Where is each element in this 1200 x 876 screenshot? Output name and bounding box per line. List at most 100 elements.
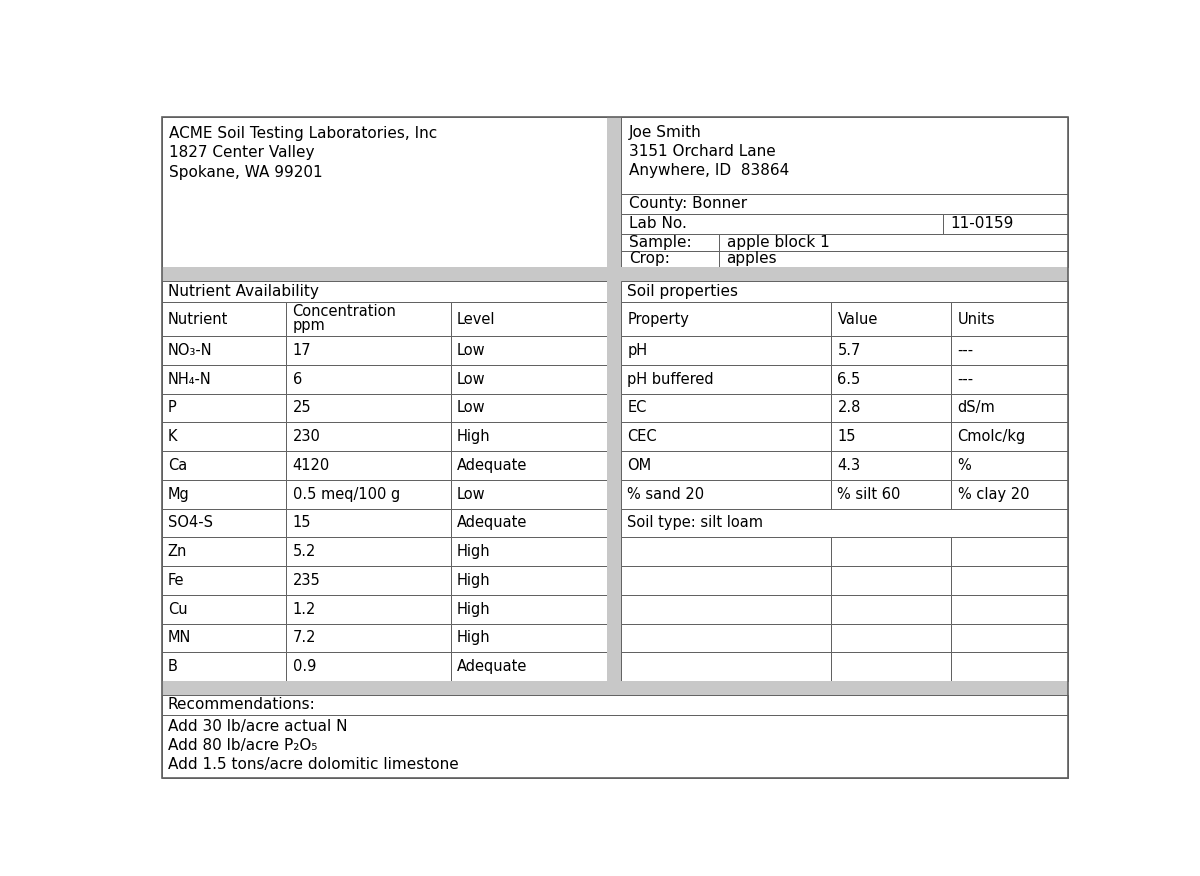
Text: 230: 230 — [293, 429, 320, 444]
Text: High: High — [457, 429, 491, 444]
Bar — [451, 509, 607, 537]
Bar — [162, 365, 287, 393]
Bar — [832, 302, 952, 336]
Text: Value: Value — [838, 312, 878, 327]
Bar — [451, 336, 607, 365]
Text: NO₃-N: NO₃-N — [168, 343, 212, 358]
Bar — [622, 422, 832, 451]
Text: Joe Smith: Joe Smith — [629, 124, 702, 139]
Bar — [162, 695, 1068, 715]
Text: Property: Property — [628, 312, 689, 327]
Text: Recommendations:: Recommendations: — [168, 697, 316, 712]
Text: Adequate: Adequate — [457, 660, 527, 675]
Bar — [287, 480, 451, 509]
Bar — [832, 537, 952, 566]
Text: P: P — [168, 400, 176, 415]
Text: 4.3: 4.3 — [838, 458, 860, 473]
Text: High: High — [457, 602, 491, 617]
Text: Soil type: silt loam: Soil type: silt loam — [628, 515, 763, 531]
Bar — [832, 595, 952, 624]
Bar — [952, 653, 1068, 681]
Bar — [719, 251, 1068, 267]
Bar — [952, 624, 1068, 653]
Bar — [451, 393, 607, 422]
Bar — [952, 393, 1068, 422]
Text: 1827 Center Valley: 1827 Center Valley — [169, 145, 314, 160]
Text: %: % — [958, 458, 971, 473]
Bar — [622, 566, 832, 595]
Text: OM: OM — [628, 458, 652, 473]
Bar — [451, 624, 607, 653]
Text: Crop:: Crop: — [629, 251, 670, 266]
Bar — [622, 480, 832, 509]
Text: MN: MN — [168, 631, 191, 646]
Text: 5.7: 5.7 — [838, 343, 860, 358]
Bar — [952, 537, 1068, 566]
Text: B: B — [168, 660, 178, 675]
Text: Cmolc/kg: Cmolc/kg — [958, 429, 1026, 444]
Bar — [287, 365, 451, 393]
Bar — [451, 302, 607, 336]
Bar — [952, 595, 1068, 624]
Bar — [952, 302, 1068, 336]
Text: 0.5 meq/100 g: 0.5 meq/100 g — [293, 487, 400, 502]
Bar — [451, 365, 607, 393]
Text: Soil properties: Soil properties — [628, 284, 738, 299]
Text: Ca: Ca — [168, 458, 187, 473]
Bar — [162, 280, 607, 302]
Bar — [832, 422, 952, 451]
Bar — [162, 117, 607, 267]
Text: 7.2: 7.2 — [293, 631, 316, 646]
Text: Spokane, WA 99201: Spokane, WA 99201 — [169, 165, 323, 180]
Bar — [162, 393, 287, 422]
Bar — [952, 480, 1068, 509]
Bar — [952, 336, 1068, 365]
Bar — [719, 234, 1068, 251]
Text: Adequate: Adequate — [457, 458, 527, 473]
Text: 6.5: 6.5 — [838, 371, 860, 386]
Bar — [607, 117, 622, 267]
Text: Add 80 lb/acre P₂O₅: Add 80 lb/acre P₂O₅ — [168, 738, 317, 753]
Text: 5.2: 5.2 — [293, 544, 316, 559]
Text: pH buffered: pH buffered — [628, 371, 714, 386]
Text: 15: 15 — [293, 515, 311, 531]
Text: ppm: ppm — [293, 318, 325, 333]
Text: 6: 6 — [293, 371, 302, 386]
Bar — [622, 653, 832, 681]
Bar — [451, 422, 607, 451]
Bar — [607, 280, 622, 681]
Text: % clay 20: % clay 20 — [958, 487, 1030, 502]
Bar — [287, 509, 451, 537]
Bar — [952, 365, 1068, 393]
Bar — [943, 214, 1068, 234]
Bar — [832, 480, 952, 509]
Bar — [451, 566, 607, 595]
Bar — [287, 336, 451, 365]
Text: % sand 20: % sand 20 — [628, 487, 704, 502]
Text: dS/m: dS/m — [958, 400, 995, 415]
Text: 235: 235 — [293, 573, 320, 588]
Text: Zn: Zn — [168, 544, 187, 559]
Bar — [287, 595, 451, 624]
Bar — [952, 566, 1068, 595]
Bar — [162, 422, 287, 451]
Bar — [622, 117, 1068, 194]
Bar — [162, 566, 287, 595]
Text: Adequate: Adequate — [457, 515, 527, 531]
Bar — [287, 537, 451, 566]
Text: Mg: Mg — [168, 487, 190, 502]
Text: Add 30 lb/acre actual N: Add 30 lb/acre actual N — [168, 719, 347, 734]
Text: Nutrient: Nutrient — [168, 312, 228, 327]
Bar — [622, 194, 1068, 214]
Text: 1.2: 1.2 — [293, 602, 316, 617]
Text: apple block 1: apple block 1 — [727, 235, 829, 250]
Bar — [162, 480, 287, 509]
Bar — [622, 393, 832, 422]
Text: Fe: Fe — [168, 573, 185, 588]
Text: apples: apples — [727, 251, 778, 266]
Text: % silt 60: % silt 60 — [838, 487, 901, 502]
Text: K: K — [168, 429, 178, 444]
Bar — [832, 451, 952, 480]
Bar — [622, 302, 832, 336]
Bar — [287, 624, 451, 653]
